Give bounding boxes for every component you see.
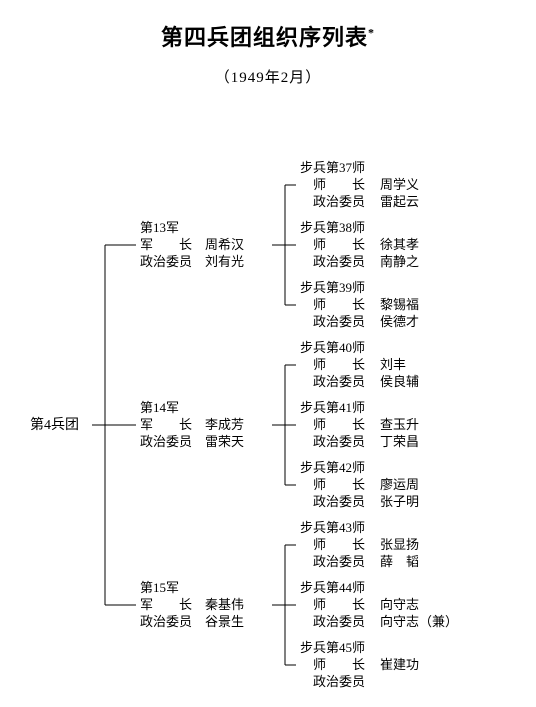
title-sup: * bbox=[368, 26, 375, 40]
army-node-2: 第15军军 长 秦基伟政治委员 谷景生 bbox=[140, 579, 244, 630]
div-pers-0-0: 周学义雷起云 bbox=[380, 176, 419, 210]
div-pers-2-0: 张显扬薛 韬 bbox=[380, 536, 419, 570]
div-node-0-0: 步兵第37师 师 长 政治委员 bbox=[300, 159, 365, 210]
div-pers-2-2: 崔建功 bbox=[380, 656, 419, 673]
div-pers-1-1: 查玉升丁荣昌 bbox=[380, 416, 419, 450]
army-node-0: 第13军军 长 周希汉政治委员 刘有光 bbox=[140, 219, 244, 270]
div-node-2-0: 步兵第43师 师 长 政治委员 bbox=[300, 519, 365, 570]
div-node-0-2: 步兵第39师 师 长 政治委员 bbox=[300, 279, 365, 330]
div-pers-0-2: 黎锡福侯德才 bbox=[380, 296, 419, 330]
div-node-1-0: 步兵第40师 师 长 政治委员 bbox=[300, 339, 365, 390]
div-pers-2-1: 向守志向守志（兼） bbox=[380, 596, 458, 630]
div-pers-1-2: 廖运周张子明 bbox=[380, 476, 419, 510]
div-node-0-1: 步兵第38师 师 长 政治委员 bbox=[300, 219, 365, 270]
org-chart: 第4兵团 第13军军 长 周希汉政治委员 刘有光 步兵第37师 师 长 政治委员周学… bbox=[0, 147, 536, 707]
div-node-1-2: 步兵第42师 师 长 政治委员 bbox=[300, 459, 365, 510]
div-node-1-1: 步兵第41师 师 长 政治委员 bbox=[300, 399, 365, 450]
div-node-2-2: 步兵第45师 师 长 政治委员 bbox=[300, 639, 365, 690]
div-node-2-1: 步兵第44师 师 长 政治委员 bbox=[300, 579, 365, 630]
div-pers-0-1: 徐其孝南静之 bbox=[380, 236, 419, 270]
root-node: 第4兵团 bbox=[30, 417, 79, 434]
div-pers-1-0: 刘丰侯良辅 bbox=[380, 356, 419, 390]
title-text: 第四兵团组织序列表 bbox=[161, 25, 368, 50]
page-title: 第四兵团组织序列表* bbox=[0, 0, 536, 52]
page-subtitle: （1949年2月） bbox=[0, 66, 536, 87]
army-node-1: 第14军军 长 李成芳政治委员 雷荣天 bbox=[140, 399, 244, 450]
